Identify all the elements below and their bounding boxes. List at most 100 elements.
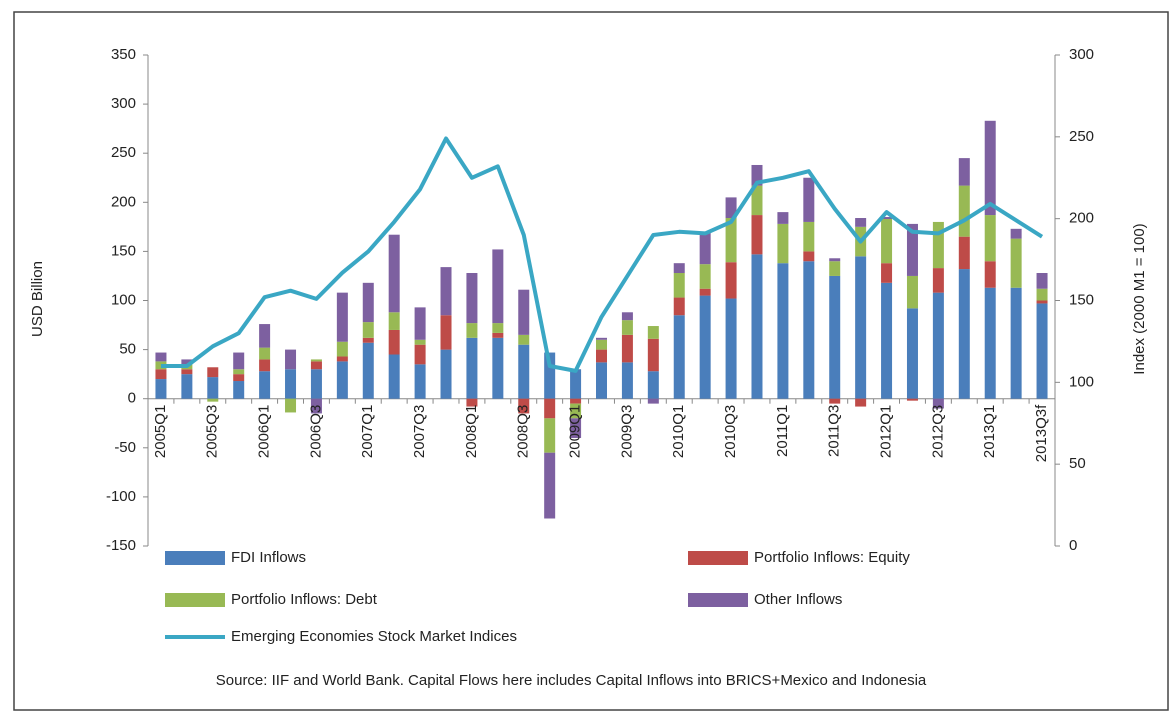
bar-segment — [984, 120, 996, 216]
bar-segment — [984, 215, 996, 262]
bar-segment — [829, 398, 841, 404]
x-tick-label: 2006Q1 — [256, 405, 273, 458]
bar-segment — [155, 369, 167, 380]
bar-segment — [362, 342, 374, 399]
y-tick-label: -150 — [106, 537, 136, 554]
y-tick-label: 0 — [128, 390, 136, 407]
y-tick-label: 50 — [119, 341, 136, 358]
source-note: Source: IIF and World Bank. Capital Flow… — [216, 672, 927, 689]
bar-segment — [570, 403, 582, 419]
legend-swatch — [165, 551, 225, 565]
bar-segment — [647, 398, 659, 404]
bar-segment — [829, 275, 841, 399]
bar-segment — [259, 324, 271, 348]
y2-tick-label: 200 — [1069, 210, 1094, 227]
bar-segment — [958, 236, 970, 270]
bar-segment — [181, 369, 193, 375]
bar-segment — [855, 256, 867, 399]
bar-segment — [518, 289, 530, 335]
bar-segment — [1036, 303, 1048, 399]
x-tick-label: 2010Q1 — [670, 405, 687, 458]
bar-segment — [388, 312, 400, 330]
y2-tick-label: 50 — [1069, 455, 1086, 472]
bar-segment — [388, 234, 400, 313]
y-tick-label: -50 — [114, 439, 136, 456]
bar-segment — [233, 374, 245, 382]
bar-segment — [336, 361, 348, 399]
bar-segment — [233, 369, 245, 375]
bar-segment — [881, 218, 893, 264]
bar-segment — [207, 367, 219, 378]
legend-swatch — [688, 551, 748, 565]
bar-segment — [336, 356, 348, 362]
bar-segment — [570, 398, 582, 404]
bar-segment — [440, 349, 452, 399]
bar-segment — [932, 268, 944, 293]
bar-segment — [440, 267, 452, 316]
bar-segment — [1010, 228, 1022, 239]
y-axis-label: USD Billion — [29, 261, 46, 337]
bar-segment — [673, 263, 685, 274]
bar-segment — [958, 185, 970, 237]
y2-tick-label: 300 — [1069, 46, 1094, 63]
bar-segment — [466, 323, 478, 338]
bar-segment — [1036, 288, 1048, 301]
bar-segment — [751, 215, 763, 255]
bar-segment — [544, 352, 556, 399]
bar-segment — [803, 177, 815, 222]
bar-segment — [492, 337, 504, 399]
bar-segment — [906, 223, 918, 276]
x-tick-label: 2009Q1 — [567, 405, 584, 458]
bar-segment — [233, 352, 245, 370]
bar-segment — [181, 359, 193, 365]
bar-segment — [803, 261, 815, 399]
bar-segment — [751, 254, 763, 399]
x-tick-label: 2009Q3 — [618, 405, 635, 458]
bar-segment — [336, 341, 348, 357]
y-tick-label: 300 — [111, 95, 136, 112]
bar-segment — [881, 217, 893, 219]
bar-segment — [725, 197, 737, 219]
y2-tick-label: 100 — [1069, 373, 1094, 390]
bar-segment — [414, 307, 426, 340]
bar-segment — [699, 264, 711, 289]
bar-segment — [596, 349, 607, 363]
bar-segment — [647, 371, 659, 399]
x-tick-label: 2013Q3f — [1033, 404, 1050, 462]
bar-segment — [699, 288, 711, 296]
bar-segment — [466, 337, 478, 399]
y-tick-label: 100 — [111, 291, 136, 308]
bar-segment — [777, 212, 789, 224]
bar-segment — [932, 398, 944, 409]
bar-segment — [673, 297, 685, 316]
bar-segment — [544, 418, 556, 453]
bar-segment — [310, 359, 322, 362]
legend-label: Portfolio Inflows: Equity — [754, 549, 910, 566]
bar-segment — [285, 369, 297, 399]
bar-segment — [777, 263, 789, 399]
bar-segment — [310, 398, 322, 414]
bar-segment — [699, 231, 711, 265]
bar-segment — [621, 320, 633, 335]
legend-swatch — [165, 593, 225, 607]
bar-segment — [155, 361, 167, 370]
x-tick-label: 2010Q3 — [722, 405, 739, 458]
bar-segment — [906, 275, 918, 309]
bar-segment — [388, 329, 400, 355]
x-tick-label: 2012Q1 — [878, 405, 895, 458]
x-tick-label: 2011Q1 — [774, 405, 791, 457]
bar-segment — [647, 326, 659, 339]
x-tick-label: 2006Q3 — [307, 405, 324, 458]
bar-segment — [310, 361, 322, 370]
bar-segment — [621, 312, 633, 321]
bar-segment — [518, 334, 530, 345]
bar-segment — [958, 158, 970, 186]
y-tick-label: -100 — [106, 488, 136, 505]
bar-segment — [829, 258, 841, 262]
bar-segment — [881, 282, 893, 399]
bar-segment — [1036, 273, 1048, 289]
x-tick-label: 2007Q3 — [411, 405, 428, 458]
y-tick-label: 150 — [111, 242, 136, 259]
bar-segment — [310, 369, 322, 399]
